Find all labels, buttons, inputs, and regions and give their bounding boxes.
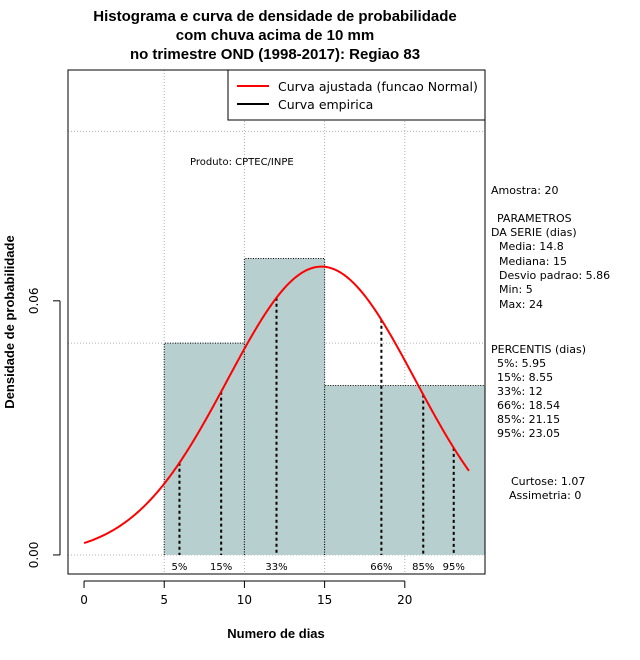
param-mediana: Mediana: 15 [499,255,567,268]
legend: Curva ajustada (funcao Normal) Curva emp… [227,69,486,121]
percentil-95: 95%: 23.05 [497,427,560,440]
x-tick-label: 10 [237,593,252,607]
percentile-label: 85% [412,562,434,573]
assimetria: Assimetria: 0 [509,489,581,502]
percentil-85: 85%: 21.15 [497,413,560,426]
params-title: PARAMETROS [497,212,572,225]
x-tick-label: 15 [317,593,332,607]
chart-title-line-1: Histograma e curva de densidade de proba… [93,8,456,25]
histogram-bar [324,385,485,555]
y-axis-label: Densidade de probabilidade [2,235,17,408]
percentile-label: 5% [172,562,188,573]
y-tick-label: 0.00 [27,542,41,569]
y-axis: 0.00 0.06 [27,287,61,569]
x-tick-label: 0 [80,593,88,607]
curtose: Curtose: 1.07 [511,475,585,488]
chart-title-line-2: com chuva acima de 10 mm [176,27,374,44]
x-tick-label: 20 [397,593,412,607]
legend-box [227,69,486,121]
histogram-bar [164,343,245,555]
histogram-bar [244,258,325,555]
param-media: Media: 14.8 [499,240,564,253]
normal-curve [83,265,470,545]
percentile-label: 33% [265,562,287,573]
sample-size: Amostra: 20 [491,184,558,197]
x-axis: 0 5 10 15 20 [80,580,412,607]
normal-curve-group [83,265,470,545]
percentil-15: 15%: 8.55 [497,371,553,384]
param-max: Max: 24 [499,298,543,311]
percentile-label: 95% [443,562,465,573]
percentile-lines: 5% 15% 33% 66% 85% 95% [172,297,465,573]
percentis-title: PERCENTIS (dias) [491,343,586,356]
histogram-bar-outline [243,257,326,555]
legend-label-empirical: Curva empirica [278,97,373,112]
percentil-66: 66%: 18.54 [497,399,560,412]
legend-label-normal: Curva ajustada (funcao Normal) [278,79,478,94]
percentile-label: 66% [370,562,392,573]
chart-title-line-3: no trimestre OND (1998-2017): Regiao 83 [130,46,420,63]
y-tick-label: 0.06 [27,287,41,314]
histogram-bars [163,257,486,555]
x-axis-label: Numero de dias [227,626,325,641]
x-tick-label: 5 [160,593,168,607]
param-min: Min: 5 [499,283,533,296]
stats-panel: Amostra: 20 PARAMETROS DA SERIE (dias) M… [491,184,610,502]
source-note: Produto: CPTEC/INPE [190,157,294,168]
percentil-33: 33%: 12 [497,385,543,398]
percentile-label: 15% [210,562,232,573]
param-desvio: Desvio padrao: 5.86 [499,269,610,282]
percentil-5: 5%: 5.95 [497,357,546,370]
params-subtitle: DA SERIE (dias) [491,226,577,239]
